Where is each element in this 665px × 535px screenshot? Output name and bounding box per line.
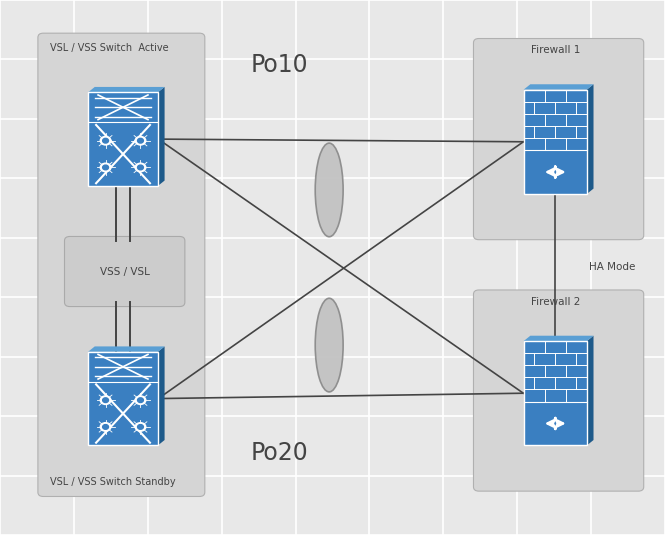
FancyBboxPatch shape [38, 33, 205, 496]
Circle shape [138, 165, 144, 170]
Ellipse shape [315, 143, 343, 236]
FancyBboxPatch shape [524, 150, 587, 194]
Polygon shape [587, 336, 593, 445]
Bar [524, 89, 587, 194]
Text: Po10: Po10 [251, 54, 308, 78]
Circle shape [138, 139, 144, 143]
FancyBboxPatch shape [524, 90, 587, 150]
Circle shape [100, 423, 111, 431]
Text: VSL / VSS Switch Standby: VSL / VSS Switch Standby [50, 477, 176, 487]
Circle shape [100, 136, 111, 145]
Text: Firewall 1: Firewall 1 [531, 45, 580, 56]
Text: VSL / VSS Switch  Active: VSL / VSS Switch Active [50, 43, 168, 53]
FancyBboxPatch shape [473, 290, 644, 491]
Circle shape [138, 425, 144, 429]
Polygon shape [587, 84, 593, 194]
Circle shape [100, 396, 111, 404]
FancyBboxPatch shape [65, 236, 185, 307]
Circle shape [102, 165, 108, 170]
Polygon shape [524, 336, 593, 341]
Circle shape [102, 139, 108, 143]
Circle shape [135, 396, 146, 404]
FancyBboxPatch shape [88, 93, 158, 122]
FancyBboxPatch shape [88, 382, 158, 445]
Polygon shape [88, 87, 165, 92]
Circle shape [135, 423, 146, 431]
Polygon shape [158, 87, 165, 186]
Text: VSS / VSL: VSS / VSL [100, 266, 150, 277]
Circle shape [102, 398, 108, 402]
FancyBboxPatch shape [88, 352, 158, 382]
Circle shape [135, 136, 146, 145]
Polygon shape [158, 347, 165, 445]
Text: Po20: Po20 [251, 441, 308, 465]
Circle shape [138, 398, 144, 402]
Circle shape [100, 163, 111, 172]
Polygon shape [88, 347, 165, 352]
Ellipse shape [315, 299, 343, 392]
FancyBboxPatch shape [88, 122, 158, 186]
FancyBboxPatch shape [473, 39, 644, 240]
Bar [88, 352, 158, 445]
Circle shape [102, 425, 108, 429]
FancyBboxPatch shape [524, 402, 587, 445]
Text: Firewall 2: Firewall 2 [531, 297, 580, 307]
FancyBboxPatch shape [524, 341, 587, 402]
Polygon shape [524, 84, 593, 89]
Bar [524, 341, 587, 445]
Bar [88, 93, 158, 186]
Circle shape [135, 163, 146, 172]
Text: HA Mode: HA Mode [589, 263, 635, 272]
